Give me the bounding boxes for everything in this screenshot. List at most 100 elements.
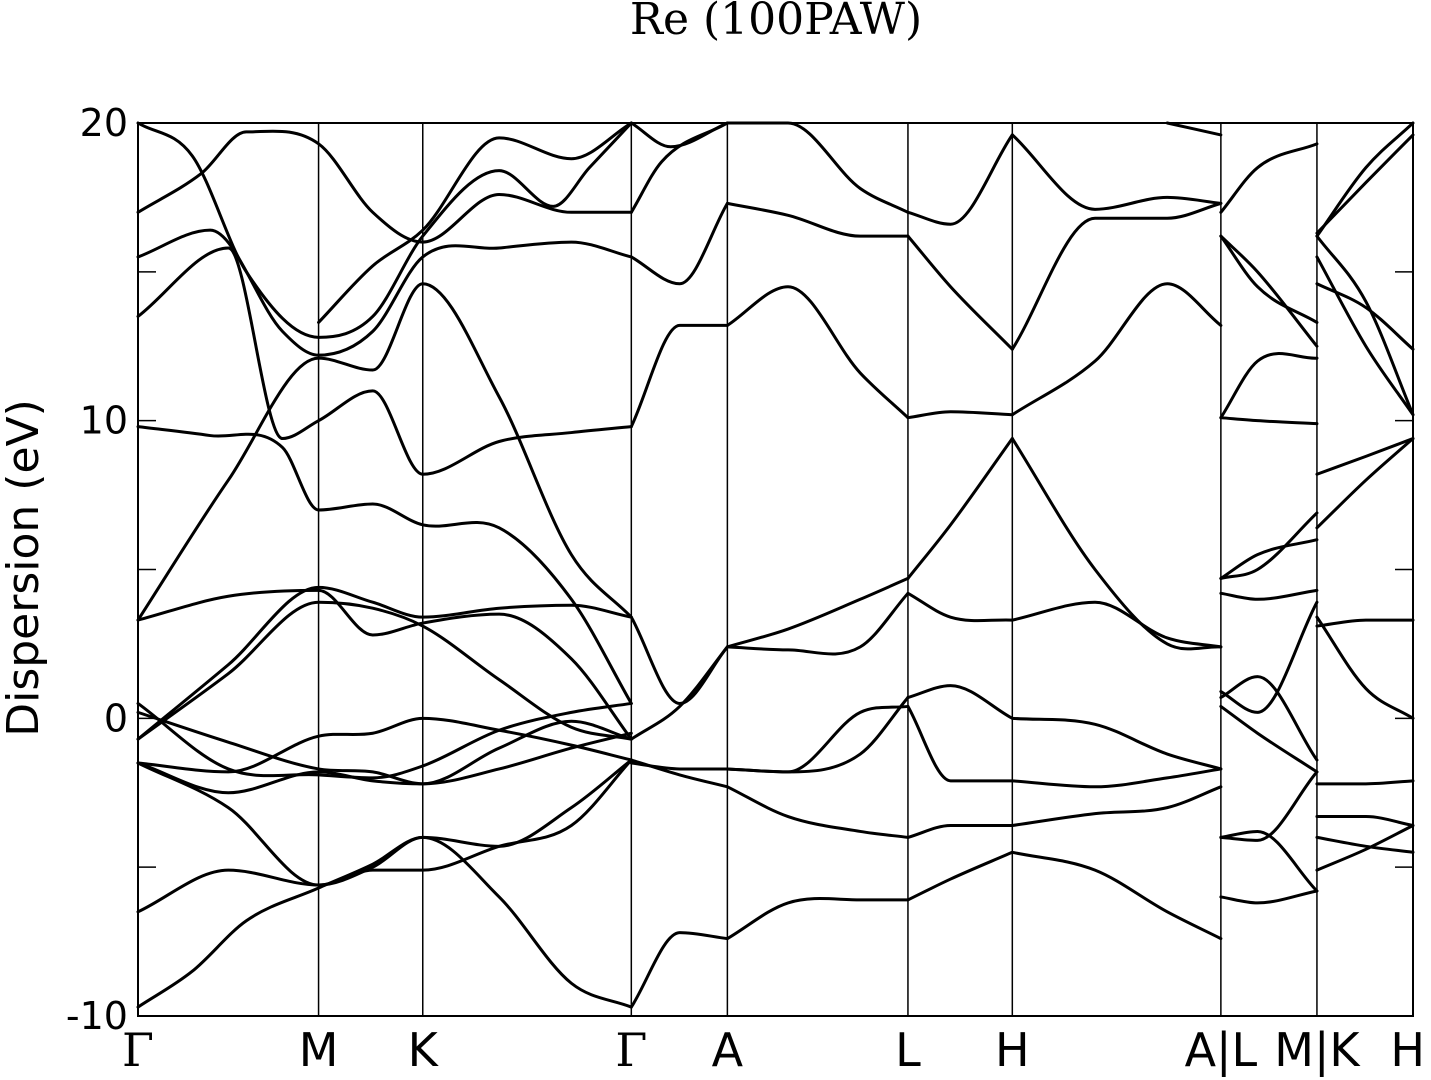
band-line-3 bbox=[136, 731, 633, 795]
band-line-66 bbox=[1219, 234, 1319, 348]
band-line-67 bbox=[1219, 142, 1319, 214]
x-tick-label-6: H bbox=[995, 1023, 1030, 1077]
band-line-39 bbox=[906, 591, 1014, 623]
band-line-33 bbox=[725, 201, 910, 238]
band-line-34 bbox=[725, 121, 910, 214]
band-line-70 bbox=[1315, 815, 1415, 827]
y-tick-label-3: -10 bbox=[66, 994, 128, 1038]
band-line-12 bbox=[136, 246, 633, 476]
band-line-48 bbox=[1010, 600, 1223, 649]
band-line-63 bbox=[1219, 416, 1319, 426]
band-line-80 bbox=[1315, 121, 1415, 238]
band-line-78 bbox=[1315, 234, 1415, 417]
band-line-44 bbox=[1010, 850, 1223, 941]
band-line-26 bbox=[725, 897, 910, 941]
x-tick-label-2: K bbox=[408, 1023, 440, 1077]
y-tick-labels: 20 10 0 -10 bbox=[66, 101, 128, 1038]
bands bbox=[136, 121, 1415, 1009]
band-line-62 bbox=[1219, 511, 1319, 580]
x-tick-label-3: Γ bbox=[615, 1023, 647, 1077]
high-symmetry-lines bbox=[317, 123, 1318, 1016]
band-line-60 bbox=[1219, 588, 1319, 601]
band-line-69 bbox=[1315, 835, 1415, 854]
band-line-49 bbox=[1010, 437, 1223, 651]
band-line-71 bbox=[1315, 779, 1415, 786]
band-line-56 bbox=[1219, 770, 1319, 842]
band-line-9 bbox=[136, 588, 633, 741]
band-line-40 bbox=[906, 437, 1014, 580]
band-line-24 bbox=[629, 121, 729, 214]
band-line-19 bbox=[629, 615, 729, 705]
band-line-42 bbox=[906, 234, 1014, 351]
band-line-52 bbox=[1010, 133, 1223, 211]
band-line-61 bbox=[1219, 538, 1319, 580]
band-line-5 bbox=[136, 710, 633, 786]
band-line-41 bbox=[906, 410, 1014, 420]
y-tick-label-2: 0 bbox=[104, 696, 128, 740]
band-line-25 bbox=[629, 121, 729, 149]
band-line-11 bbox=[136, 425, 633, 705]
band-line-2 bbox=[136, 758, 633, 887]
x-tick-label-0: Γ bbox=[122, 1023, 154, 1077]
band-line-22 bbox=[629, 323, 729, 429]
x-tick-labels: Γ M K Γ A L H A|L M|K H bbox=[122, 1023, 1425, 1078]
band-line-10 bbox=[136, 282, 633, 622]
band-line-43 bbox=[906, 133, 1014, 226]
band-line-74 bbox=[1315, 437, 1415, 530]
x-tick-label-7: A|L bbox=[1185, 1023, 1258, 1078]
band-line-54 bbox=[1219, 889, 1319, 905]
band-line-75 bbox=[1315, 437, 1415, 476]
band-line-31 bbox=[725, 576, 910, 649]
band-line-79 bbox=[1315, 133, 1415, 235]
y-axis-label: Dispersion (eV) bbox=[0, 399, 49, 737]
band-line-6 bbox=[136, 701, 633, 780]
band-line-37 bbox=[906, 704, 1014, 783]
band-line-50 bbox=[1010, 282, 1223, 417]
band-line-20 bbox=[629, 645, 729, 741]
band-line-15 bbox=[136, 121, 633, 339]
band-line-13 bbox=[136, 228, 633, 357]
band-line-77 bbox=[1315, 255, 1415, 417]
band-line-32 bbox=[725, 285, 910, 420]
band-line-36 bbox=[906, 823, 1014, 839]
band-line-47 bbox=[1010, 716, 1223, 771]
x-tick-label-1: M bbox=[299, 1023, 339, 1077]
band-line-8 bbox=[136, 600, 633, 741]
band-line-73 bbox=[1315, 618, 1415, 628]
band-line-65 bbox=[1219, 234, 1319, 324]
band-line-57 bbox=[1219, 704, 1319, 774]
band-line-21 bbox=[629, 931, 729, 1009]
x-tick-label-4: A bbox=[712, 1023, 744, 1077]
x-tick-label-8: M|K bbox=[1274, 1023, 1361, 1078]
band-line-18 bbox=[629, 758, 729, 789]
band-line-53 bbox=[1165, 121, 1223, 137]
band-line-0 bbox=[136, 835, 633, 1009]
axis-ticks bbox=[138, 122, 1413, 1017]
band-line-72 bbox=[1315, 615, 1415, 720]
band-line-14 bbox=[136, 129, 633, 244]
band-line-35 bbox=[906, 850, 1014, 902]
band-line-64 bbox=[1219, 352, 1319, 420]
chart-title: Re (100PAW) bbox=[630, 0, 922, 45]
band-line-45 bbox=[1010, 785, 1223, 827]
band-line-38 bbox=[906, 684, 1014, 720]
band-line-29 bbox=[725, 696, 910, 774]
x-tick-label-9: H bbox=[1390, 1023, 1425, 1077]
band-line-7 bbox=[136, 585, 633, 741]
band-line-76 bbox=[1315, 282, 1415, 351]
y-tick-label-1: 10 bbox=[80, 399, 128, 443]
band-line-59 bbox=[1219, 600, 1319, 714]
x-tick-label-5: L bbox=[895, 1023, 921, 1077]
band-line-51 bbox=[1010, 201, 1223, 351]
y-tick-label-0: 20 bbox=[80, 101, 128, 145]
band-line-1 bbox=[136, 758, 633, 914]
band-line-27 bbox=[725, 785, 910, 839]
band-line-58 bbox=[1219, 675, 1319, 762]
band-line-68 bbox=[1315, 823, 1415, 872]
band-line-16 bbox=[317, 121, 633, 324]
band-line-55 bbox=[1219, 829, 1319, 893]
band-line-23 bbox=[629, 201, 729, 286]
band-line-46 bbox=[1010, 767, 1223, 789]
band-line-30 bbox=[725, 591, 910, 656]
